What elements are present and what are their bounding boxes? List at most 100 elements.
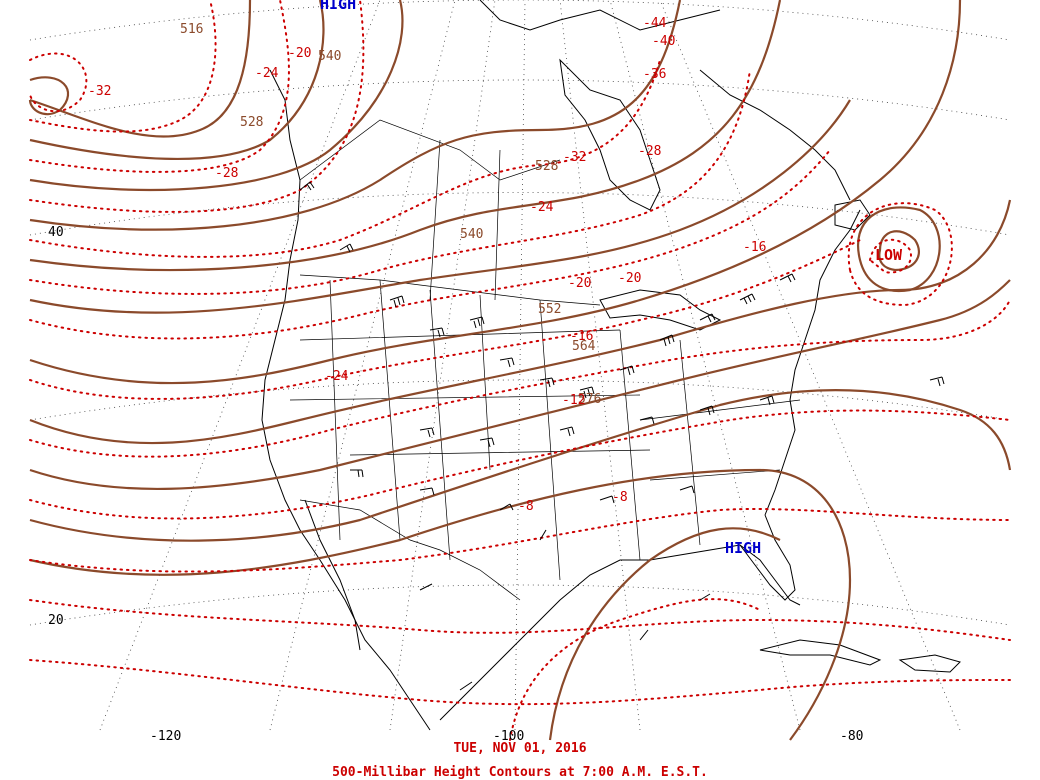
height-label: 540 xyxy=(318,49,341,64)
isotherm xyxy=(509,598,761,741)
wind-barb xyxy=(350,469,364,478)
wind-barb xyxy=(429,327,445,338)
longitude-line-130 xyxy=(99,0,381,731)
height-contour xyxy=(29,99,851,314)
height-contour xyxy=(29,468,852,741)
wind-barb xyxy=(929,376,945,387)
height-contour xyxy=(28,76,70,116)
isotherm xyxy=(868,238,912,274)
temperature-label: -24 xyxy=(255,66,279,81)
temperature-label: -16 xyxy=(570,329,593,344)
latitude-line-20 xyxy=(29,584,1011,626)
height-contour xyxy=(29,0,782,272)
state-lines-east xyxy=(619,329,801,561)
wind-barb xyxy=(679,485,695,494)
cuba xyxy=(759,639,882,666)
temperature-label: -28 xyxy=(215,166,238,181)
isotherm xyxy=(29,149,831,340)
wind-barb xyxy=(779,273,796,283)
wind-barb xyxy=(699,405,715,416)
wind-barb xyxy=(419,427,435,438)
baja-california xyxy=(304,499,361,651)
height-contour xyxy=(29,0,404,192)
temperature-label: -32 xyxy=(563,150,586,165)
map-date: TUE, NOV 01, 2016 xyxy=(453,741,587,756)
canada-us-border xyxy=(299,274,601,306)
temperature-label: -40 xyxy=(652,34,675,49)
wind-barb xyxy=(339,243,354,253)
temperature-label: -28 xyxy=(638,144,661,159)
height-contour xyxy=(29,0,325,161)
latitude-label: 40 xyxy=(48,225,64,240)
isotherm xyxy=(29,59,661,258)
temperature-labels: -32 -20 -24 -28 -44 -40 -36 -32 -28 -24 … xyxy=(88,16,766,514)
graticule xyxy=(29,0,1011,731)
wind-barb xyxy=(299,181,315,191)
temperature-label: -24 xyxy=(530,200,554,215)
latitude-line-50 xyxy=(29,79,1011,121)
wind-barb xyxy=(639,416,655,425)
latitude-line-30 xyxy=(29,379,1011,421)
us-mexico-border xyxy=(299,499,521,601)
height-label: 552 xyxy=(538,302,561,317)
wind-barb xyxy=(659,334,675,347)
high-pressure-label: HIGH xyxy=(320,0,356,13)
temperature-label: -36 xyxy=(643,67,666,82)
wind-barb xyxy=(469,316,485,329)
high-pressure-label: HIGH xyxy=(725,539,761,557)
height-label: 540 xyxy=(460,227,483,242)
hispaniola xyxy=(898,654,961,673)
wind-barb xyxy=(699,313,716,323)
temperature-isotherms xyxy=(29,0,1011,741)
state-lines-west xyxy=(329,279,491,561)
height-contour xyxy=(29,199,1012,445)
temperature-label: -20 xyxy=(618,271,641,286)
height-contour xyxy=(29,0,252,138)
longitude-line-100 xyxy=(514,0,526,731)
wind-barb xyxy=(499,503,514,511)
height-contour xyxy=(29,389,1012,542)
temperature-label: -8 xyxy=(612,490,628,505)
wind-barb xyxy=(499,357,515,368)
isotherm xyxy=(29,299,1011,458)
height-label: 564 xyxy=(572,339,596,354)
wind-barb xyxy=(559,426,575,437)
arctic-islands xyxy=(479,0,721,31)
wind-barb xyxy=(479,437,495,448)
wind-barb xyxy=(619,365,635,376)
height-contour xyxy=(29,0,682,231)
height-label: 576 xyxy=(578,392,601,407)
wind-barb xyxy=(459,681,473,691)
wind-barb xyxy=(759,395,775,406)
temperature-label: -32 xyxy=(88,84,111,99)
longitude-label: -100 xyxy=(493,729,524,744)
latitude-label: 20 xyxy=(48,613,64,628)
height-contour xyxy=(548,527,781,741)
wind-barb xyxy=(389,295,405,308)
north-america-west-coast xyxy=(261,69,431,731)
isotherm xyxy=(29,508,1011,573)
wind-barb xyxy=(699,593,711,601)
wind-barb xyxy=(539,377,555,388)
latitude-line-60 xyxy=(29,0,1011,41)
isotherm xyxy=(29,239,861,400)
height-contour xyxy=(857,206,941,293)
temperature-label: -20 xyxy=(288,46,311,61)
longitude-line-120 xyxy=(269,0,456,731)
great-lakes xyxy=(599,289,722,331)
canadian-provinces xyxy=(299,119,561,301)
height-contour xyxy=(878,230,920,272)
wind-barb xyxy=(739,293,756,305)
pressure-centers: HIGH HIGH LOW xyxy=(320,0,903,557)
temperature-label: -8 xyxy=(518,499,534,514)
height-label: 528 xyxy=(240,115,263,130)
temperature-label: -24 xyxy=(325,369,349,384)
isotherm xyxy=(29,69,751,295)
height-contour xyxy=(29,0,962,385)
wind-barbs xyxy=(299,181,945,691)
wind-barb xyxy=(419,487,435,496)
wind-barb xyxy=(599,495,615,504)
hudson-bay xyxy=(559,58,661,211)
isotherm xyxy=(847,202,953,307)
east-coast xyxy=(764,209,861,516)
